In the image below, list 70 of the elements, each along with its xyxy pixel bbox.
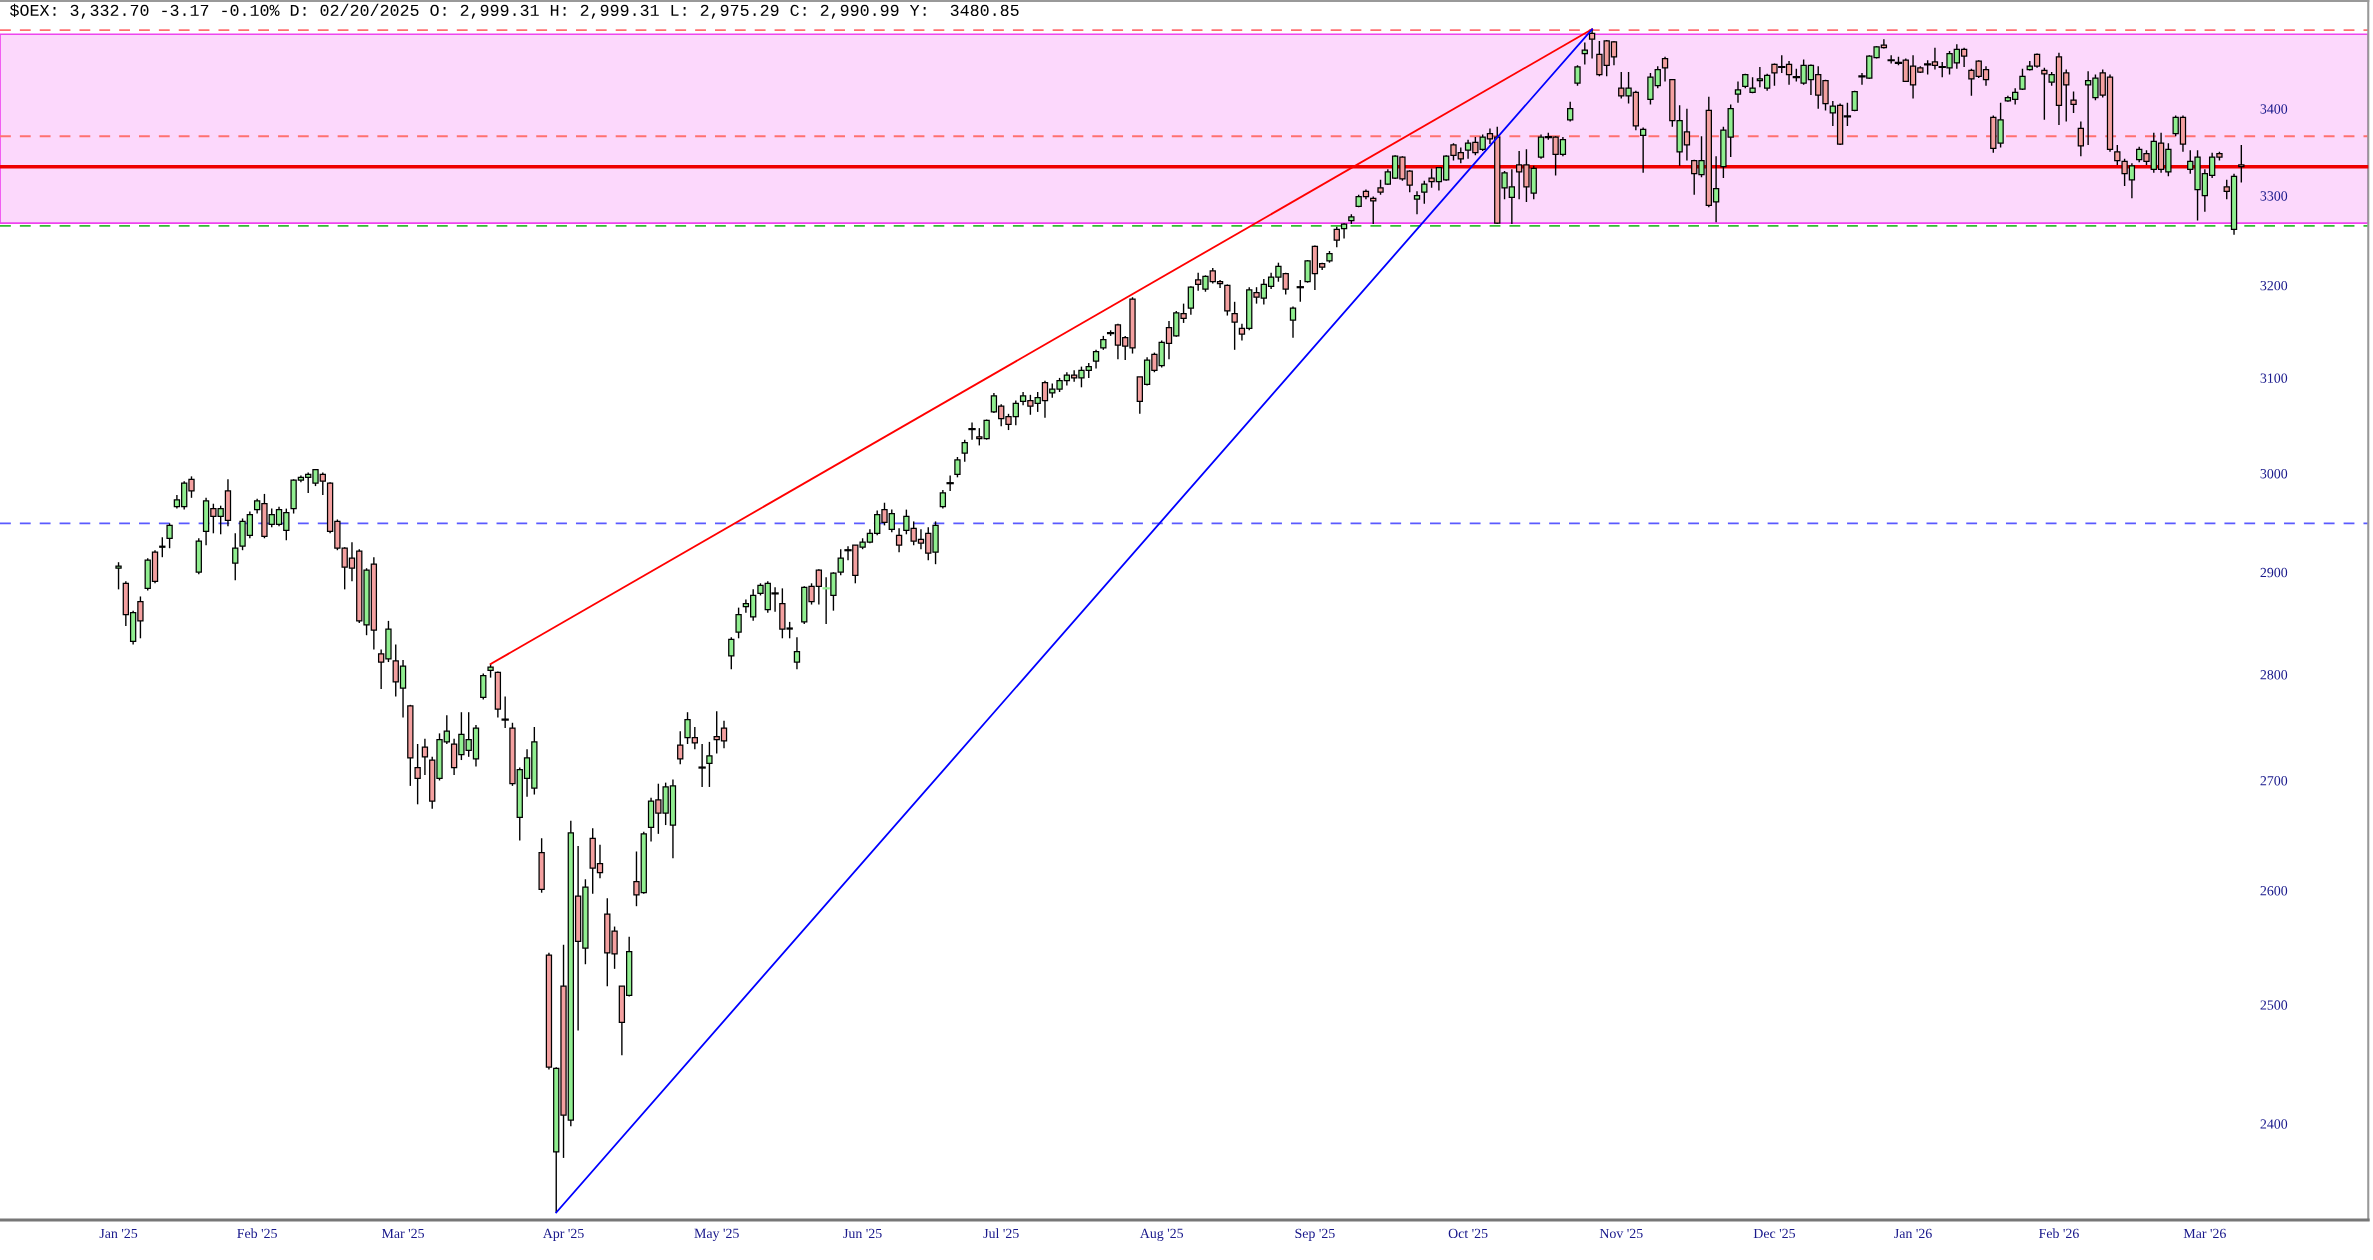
candlestick <box>1370 195 1377 225</box>
x-tick-label: May '25 <box>694 1228 739 1241</box>
x-tick-label: Feb '26 <box>2039 1228 2079 1239</box>
candlestick <box>1092 349 1100 370</box>
candlestick <box>706 741 713 788</box>
candlestick <box>1581 41 1588 66</box>
candlestick <box>2077 120 2085 157</box>
candlestick <box>735 606 742 639</box>
y-tick-label: 2800 <box>2260 670 2288 680</box>
candlestick <box>501 695 509 729</box>
candlestick <box>728 636 735 670</box>
candlestick <box>946 474 954 492</box>
candlestick <box>1296 279 1304 303</box>
candlestick <box>677 730 684 766</box>
candlestick <box>1567 101 1574 123</box>
y-tick-label: 2700 <box>2260 776 2288 786</box>
y-tick-label: 3200 <box>2260 280 2288 291</box>
candlestick <box>2070 90 2077 114</box>
x-tick-label: Jan '26 <box>1894 1228 1932 1239</box>
candlestick <box>1421 180 1428 205</box>
candlestick <box>837 548 844 576</box>
y-tick-label: 2400 <box>2260 1119 2288 1129</box>
y-tick-label: 3400 <box>2260 104 2288 114</box>
candlestick <box>939 489 947 510</box>
x-tick-label: Dec '25 <box>1753 1228 1796 1239</box>
candlestick <box>1887 54 1895 65</box>
candlestick <box>961 438 968 463</box>
candlestick <box>232 532 239 581</box>
x-tick-label: Nov '25 <box>1599 1228 1643 1239</box>
y-tick-label: 3000 <box>2260 469 2288 479</box>
x-tick-label: Jan '25 <box>99 1228 138 1239</box>
candlestick <box>1639 126 1647 174</box>
candlestick <box>1187 285 1195 316</box>
candlestick <box>954 456 961 479</box>
candlestick <box>968 421 976 441</box>
candlestick <box>2114 144 2121 166</box>
x-tick-label: Jul '25 <box>983 1228 1019 1239</box>
candlestick <box>115 561 122 591</box>
x-tick-label: Mar '26 <box>2183 1228 2226 1239</box>
candlestick <box>1661 56 1669 83</box>
candlestick <box>1289 305 1297 339</box>
candlestick <box>1734 80 1742 104</box>
candlestick <box>2041 67 2048 121</box>
x-tick-label: Jun '25 <box>843 1228 882 1239</box>
y-tick-label: 2500 <box>2260 1000 2288 1010</box>
y-tick-label: 3300 <box>2260 191 2288 201</box>
chart-title: $OEX: 3,332.70 -3.17 -0.10% D: 02/20/2025 O: 2,999.31 H: 2,999.31 L: 2,975.29 C: 2,990.99 Y: 3480.85 <box>10 3 1019 19</box>
x-tick-label: Feb '25 <box>237 1228 277 1239</box>
x-tick-label: Apr '25 <box>542 1228 584 1241</box>
y-tick-label: 2900 <box>2260 567 2288 578</box>
candlestick <box>793 636 801 670</box>
x-tick-label: Mar '25 <box>381 1228 424 1239</box>
candlestick <box>2238 144 2245 184</box>
y-tick-label: 3100 <box>2260 373 2288 383</box>
candlestick <box>166 522 173 549</box>
candlestick <box>1333 226 1340 249</box>
y-tick-label: 2600 <box>2260 886 2288 896</box>
x-tick-label: Aug '25 <box>1139 1228 1184 1241</box>
candlestick <box>480 672 487 701</box>
candlestick <box>2019 67 2026 91</box>
x-tick-label: Sep '25 <box>1295 1228 1335 1241</box>
candlestick <box>1588 28 1596 60</box>
candlestick <box>159 536 166 558</box>
x-tick-label: Oct '25 <box>1448 1228 1488 1239</box>
candlestick <box>1574 64 1581 87</box>
candlestick <box>698 743 706 788</box>
candlestick <box>1231 301 1238 351</box>
candlestick <box>414 743 421 806</box>
candlestick <box>1413 190 1421 215</box>
candlestick <box>895 527 903 553</box>
